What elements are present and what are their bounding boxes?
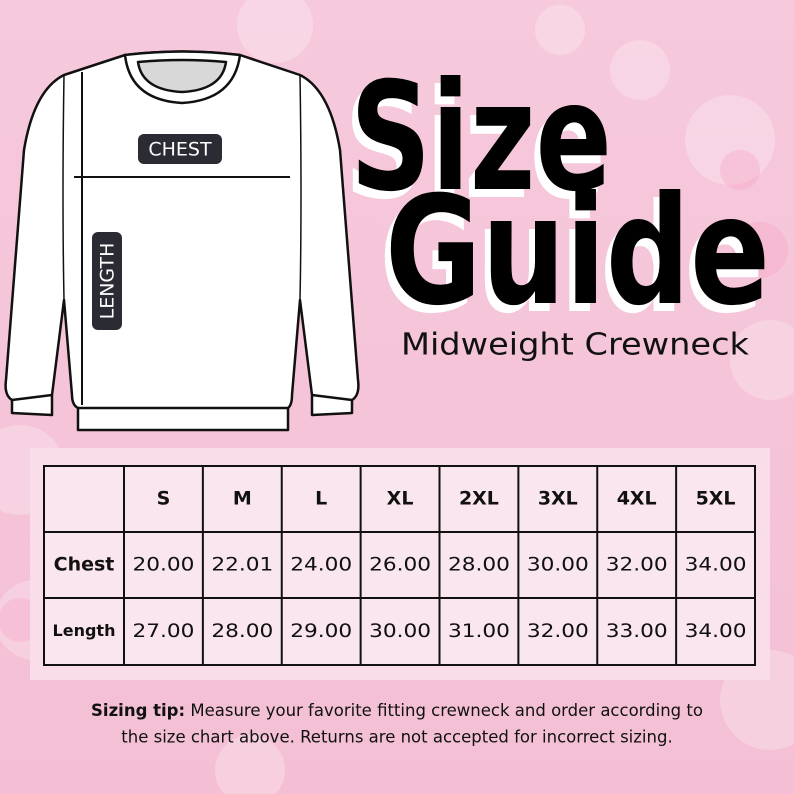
cell-value: 22.01 bbox=[211, 554, 273, 576]
size-header: S bbox=[157, 488, 171, 510]
cell-value: 27.00 bbox=[132, 620, 194, 642]
cell-value: 26.00 bbox=[369, 554, 431, 576]
size-table: S M L XL 2XL 3XL 4XL 5XL Chest 20.00 22.01 24.00 26.… bbox=[43, 465, 756, 666]
size-header: 4XL bbox=[617, 488, 657, 510]
cell-value: 34.00 bbox=[685, 620, 747, 642]
measure-lines bbox=[74, 72, 290, 405]
cell-value: 28.00 bbox=[448, 554, 510, 576]
cell-value: 24.00 bbox=[290, 554, 352, 576]
cell-value: 30.00 bbox=[369, 620, 431, 642]
title-shadow: Size bbox=[344, 59, 606, 233]
length-label: LENGTH bbox=[97, 243, 119, 320]
cell-value: 33.00 bbox=[606, 620, 668, 642]
row-label: Length bbox=[53, 621, 116, 640]
tip-lead: Sizing tip: bbox=[91, 701, 185, 720]
size-header: 3XL bbox=[538, 488, 578, 510]
cell-value: 20.00 bbox=[132, 554, 194, 576]
size-header: 2XL bbox=[459, 488, 499, 510]
size-header: M bbox=[233, 488, 252, 510]
title: Size Size Guide Guide bbox=[344, 51, 770, 347]
chest-badge bbox=[138, 134, 222, 164]
cell-value: 32.00 bbox=[527, 620, 589, 642]
sweatshirt bbox=[4, 50, 360, 432]
cell-value: 34.00 bbox=[685, 554, 747, 576]
cell-value: 29.00 bbox=[290, 620, 352, 642]
chest-label: CHEST bbox=[148, 139, 212, 161]
cell-value: 31.00 bbox=[448, 620, 510, 642]
table-grid bbox=[43, 465, 756, 666]
cell-value: 30.00 bbox=[527, 554, 589, 576]
size-header: L bbox=[315, 488, 327, 510]
tip-line1: Sizing tip: Measure your favorite fittin… bbox=[91, 701, 703, 720]
tip-line2: the size chart above. Returns are not ac… bbox=[121, 728, 672, 747]
row-label: Chest bbox=[54, 554, 115, 576]
subtitle: Midweight Crewneck bbox=[401, 328, 750, 363]
size-header: XL bbox=[387, 488, 414, 510]
title-line2: Guide bbox=[385, 165, 770, 339]
title-line1: Size bbox=[350, 51, 612, 225]
length-badge bbox=[92, 232, 122, 330]
tip-text: Measure your favorite fitting crewneck a… bbox=[190, 701, 703, 720]
cell-value: 32.00 bbox=[606, 554, 668, 576]
size-header: 5XL bbox=[696, 488, 736, 510]
title-shadow: Guide bbox=[379, 173, 764, 347]
cell-value: 28.00 bbox=[211, 620, 273, 642]
